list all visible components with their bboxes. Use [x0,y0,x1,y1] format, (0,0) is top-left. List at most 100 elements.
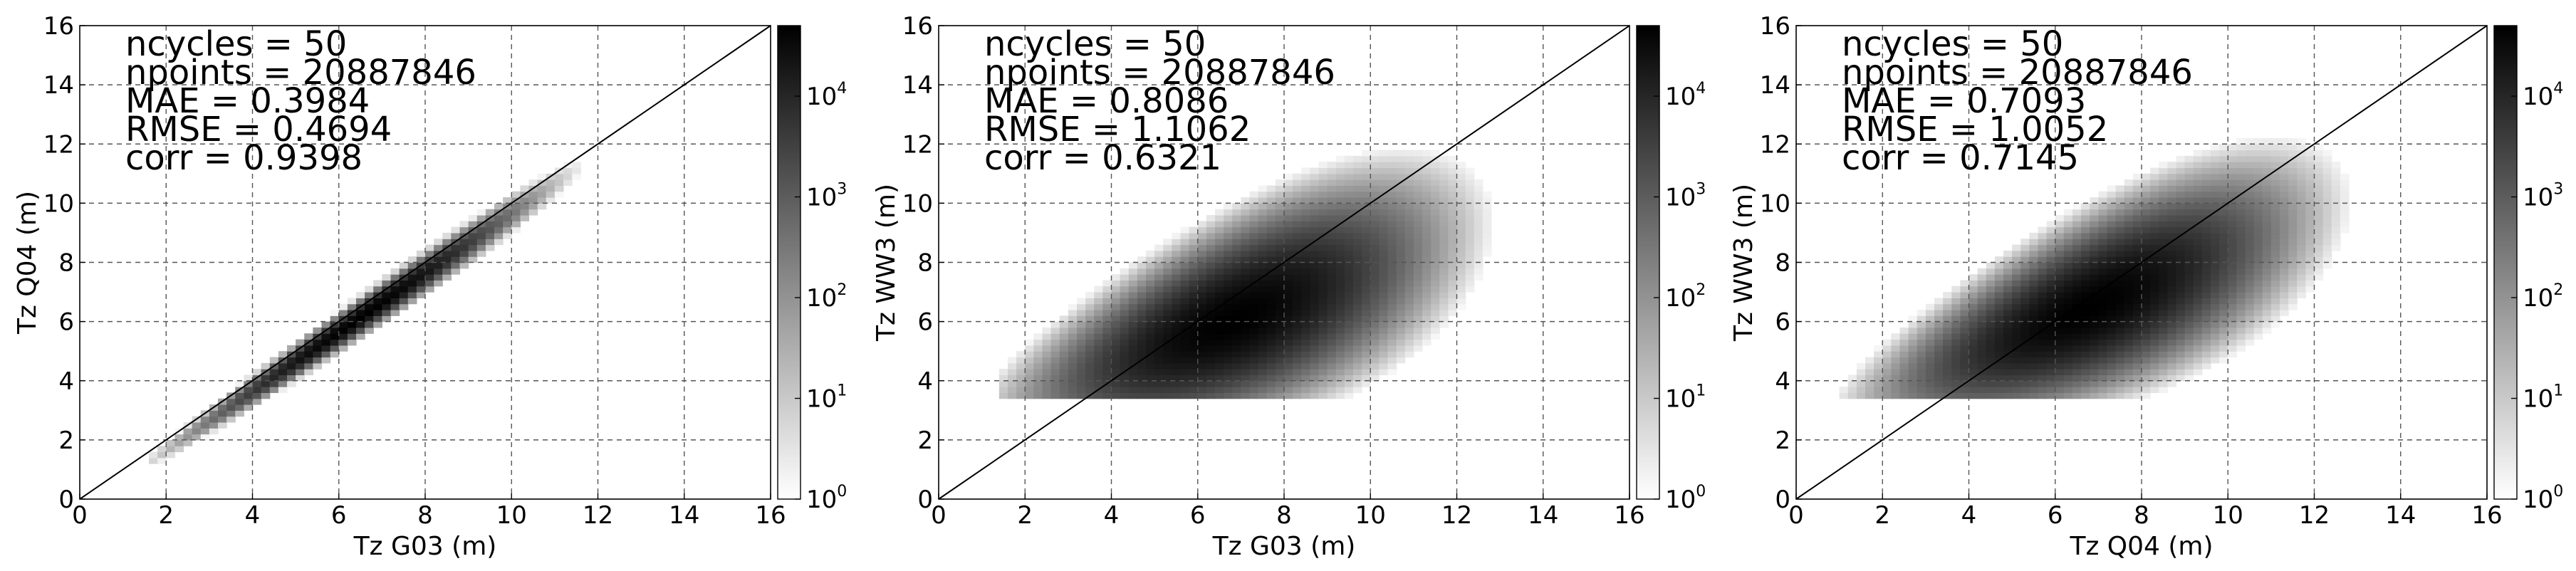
density-cell [1482,244,1492,251]
density-cell [269,369,279,376]
density-cell [1413,239,1423,246]
density-cell [2081,286,2090,293]
density-cell [1327,351,1337,358]
density-cell [1077,392,1086,399]
density-cell [1344,357,1354,364]
density-cell [1068,374,1078,382]
density-cell [2132,179,2142,187]
density-cell [1275,250,1285,257]
density-cell [1482,191,1492,198]
density-cell [2046,268,2056,275]
density-cell [373,315,382,323]
density-cell [1137,262,1147,269]
density-cell [2081,280,2090,287]
density-cell [1094,292,1103,298]
density-cell [2038,232,2048,239]
density-cell [2046,339,2056,346]
density-cell [1431,221,1440,228]
density-cell [1977,303,1987,310]
y-tick-label: 4 [58,367,74,396]
density-cell [2012,387,2021,393]
density-cell [2132,274,2142,281]
density-cell [1154,369,1164,376]
density-cell [1102,357,1112,364]
density-cell [1146,303,1155,310]
density-cell [1232,215,1241,221]
density-cell [1387,173,1397,180]
density-cell [2132,339,2142,346]
density-cell [1310,380,1320,387]
density-cell [434,280,443,287]
density-cell [1362,339,1371,346]
stats-text-line: MAE = 0.7093 [1842,81,2086,121]
density-cell [1258,369,1268,376]
density-cell [1154,274,1164,281]
density-cell [1008,374,1017,382]
density-cell [2176,221,2186,228]
density-cell [1856,369,1866,376]
density-cell [2228,327,2237,334]
density-cell [278,374,288,382]
density-cell [1102,310,1112,316]
density-cell [1249,310,1259,316]
density-cell [1370,256,1380,263]
density-cell [1882,374,1892,382]
density-cell [2322,179,2332,187]
density-cell [1111,315,1121,323]
density-cell [2211,256,2220,263]
density-cell [2107,209,2117,216]
density-cell [1163,387,1172,393]
stats-text-line: npoints = 20887846 [125,53,476,93]
density-cell [2167,185,2177,192]
density-cell [1301,298,1310,305]
density-cell [1960,369,1970,376]
density-cell [1456,173,1466,180]
stats-text-line: RMSE = 1.1062 [984,110,1251,150]
density-cell [2253,167,2263,174]
density-cell [2124,339,2134,346]
density-cell [2236,315,2246,323]
density-cell [2280,298,2289,305]
density-cell [2211,250,2220,257]
density-cell [2253,137,2263,145]
density-cell [1137,274,1147,281]
density-cell [2280,197,2289,204]
density-cell [1025,339,1034,346]
density-cell [2297,286,2306,293]
density-cell [1275,380,1285,387]
density-cell [2305,209,2315,216]
density-cell [1224,232,1233,239]
density-cell [1413,339,1423,346]
density-cell [1960,345,1970,352]
density-cell [1249,221,1259,228]
density-cell [2322,250,2332,257]
density-cell [1482,226,1492,234]
density-cell [1215,226,1224,234]
density-cell [1482,215,1492,221]
density-cell [1310,256,1320,263]
density-cell [1856,380,1866,387]
density-cell [2107,333,2117,340]
density-cell [1482,203,1492,210]
density-cell [1353,239,1362,246]
density-cell [2124,262,2134,269]
density-cell [2228,155,2237,162]
density-cell [1951,380,1961,387]
density-cell [2003,357,2013,364]
density-cell [1413,221,1423,228]
density-cell [1197,274,1207,281]
density-cell [1206,321,1216,328]
density-cell [2046,380,2056,387]
density-cell [1318,256,1328,263]
density-cell [261,392,271,399]
density-cell [2090,250,2099,257]
density-cell [1413,155,1423,162]
density-cell [2167,374,2177,382]
density-cell [278,351,288,358]
y-tick-label: 6 [1775,308,1790,337]
density-cell [2176,209,2186,216]
density-cell [2132,221,2142,228]
density-cell [1163,357,1172,364]
density-cell [1224,351,1233,358]
density-cell [1474,262,1483,269]
